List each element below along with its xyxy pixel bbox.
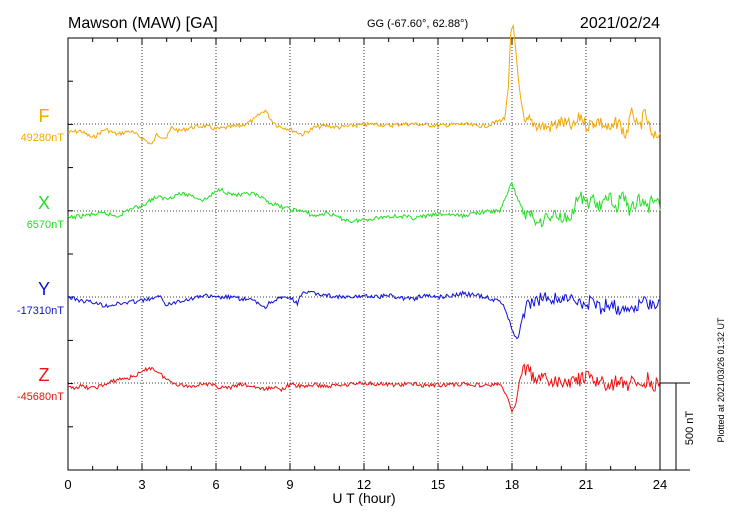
x-tick-label: 21	[579, 477, 593, 492]
baseline-value-z: -45680nT	[17, 391, 64, 403]
component-labels: F 49280nT X 6570nT Y -17310nT Z -45680nT	[17, 106, 64, 403]
component-letter-y: Y	[38, 279, 50, 299]
trace-x	[67, 182, 661, 228]
x-tick-label: 18	[505, 477, 519, 492]
component-letter-x: X	[38, 193, 50, 213]
coords-label: GG (-67.60°, 62.88°)	[367, 18, 468, 30]
plotted-timestamp: Plotted at 2021/03/26 01:32 UT	[716, 317, 726, 443]
scale-bar-label: 500 nT	[684, 411, 696, 446]
trace-f	[67, 23, 661, 145]
x-tick-label: 9	[286, 477, 293, 492]
x-tick-label: 0	[64, 477, 71, 492]
x-tick-label: 24	[653, 477, 667, 492]
x-tick-label: 12	[357, 477, 371, 492]
baseline-value-f: 49280nT	[21, 132, 65, 144]
x-ticks: 0 3 6 9 12 15 18 21 24	[64, 37, 667, 492]
station-title: Mawson (MAW) [GA]	[68, 15, 218, 32]
x-tick-label: 6	[212, 477, 219, 492]
traces	[67, 23, 661, 414]
date-label: 2021/02/24	[580, 15, 660, 32]
baseline-value-x: 6570nT	[27, 219, 65, 231]
trace-z	[67, 363, 661, 414]
baseline-value-y: -17310nT	[17, 305, 64, 317]
scale-bar: 500 nT	[660, 382, 696, 471]
trace-y	[67, 290, 661, 340]
component-letter-f: F	[39, 106, 50, 126]
component-letter-z: Z	[39, 365, 50, 385]
x-tick-label: 3	[138, 477, 145, 492]
x-tick-label: 15	[431, 477, 445, 492]
grid	[68, 38, 660, 470]
x-axis-label: U T (hour)	[332, 490, 395, 506]
